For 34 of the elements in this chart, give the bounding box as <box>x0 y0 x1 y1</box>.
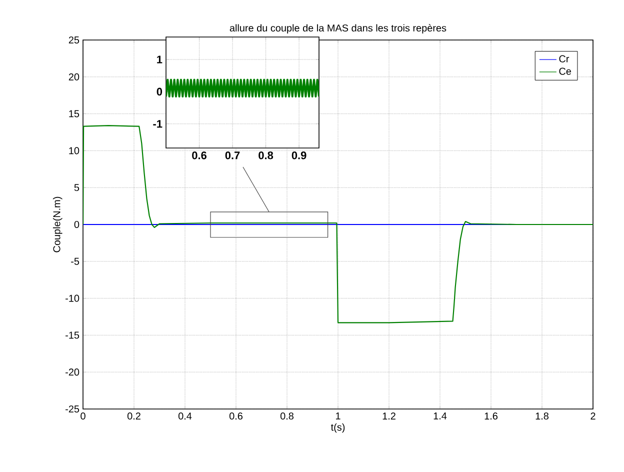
y-tick-label: -15 <box>66 332 80 339</box>
x-tick-label: 1 <box>336 412 340 420</box>
y-tick-label: -20 <box>66 368 80 376</box>
y-tick-label: 1 <box>157 56 162 64</box>
y-tick-label: 0 <box>74 220 80 228</box>
chart-title: allure du couple de la MAS dans les trois repères <box>230 24 446 34</box>
y-tick-label: 5 <box>74 184 80 192</box>
y-tick-label: -5 <box>71 258 80 265</box>
y-tick-label: 20 <box>68 73 80 80</box>
legend-label: Cr <box>559 55 570 62</box>
y-tick-label: -1 <box>153 120 162 128</box>
y-tick-label: 10 <box>69 147 80 154</box>
x-tick-label: 0 <box>80 412 86 420</box>
x-axis-title: t(s) <box>330 423 345 433</box>
x-tick-label: 2 <box>590 412 596 420</box>
x-tick-label: 1.2 <box>382 412 396 420</box>
y-tick-label: 25 <box>68 36 80 44</box>
x-tick-label: 0.6 <box>229 412 242 420</box>
x-tick-label: 0.8 <box>280 412 294 420</box>
x-tick-label: 0.8 <box>258 152 274 160</box>
x-tick-label: 0.4 <box>178 412 192 420</box>
legend-label: Ce <box>559 68 572 75</box>
y-tick-label: 15 <box>69 110 80 118</box>
x-tick-label: 0.9 <box>292 152 306 160</box>
x-tick-label: 0.7 <box>225 152 240 160</box>
x-tick-label: 0.2 <box>127 412 140 420</box>
x-tick-label: 1.6 <box>484 412 498 420</box>
y-tick-label: -10 <box>66 294 80 302</box>
y-axis-title: Couple(N.m) <box>52 196 62 252</box>
x-tick-label: 0.6 <box>192 152 206 160</box>
x-tick-label: 1.8 <box>536 412 548 420</box>
y-tick-label: 0 <box>156 88 162 96</box>
x-tick-label: 1.4 <box>434 412 447 420</box>
y-tick-label: -25 <box>66 405 80 413</box>
